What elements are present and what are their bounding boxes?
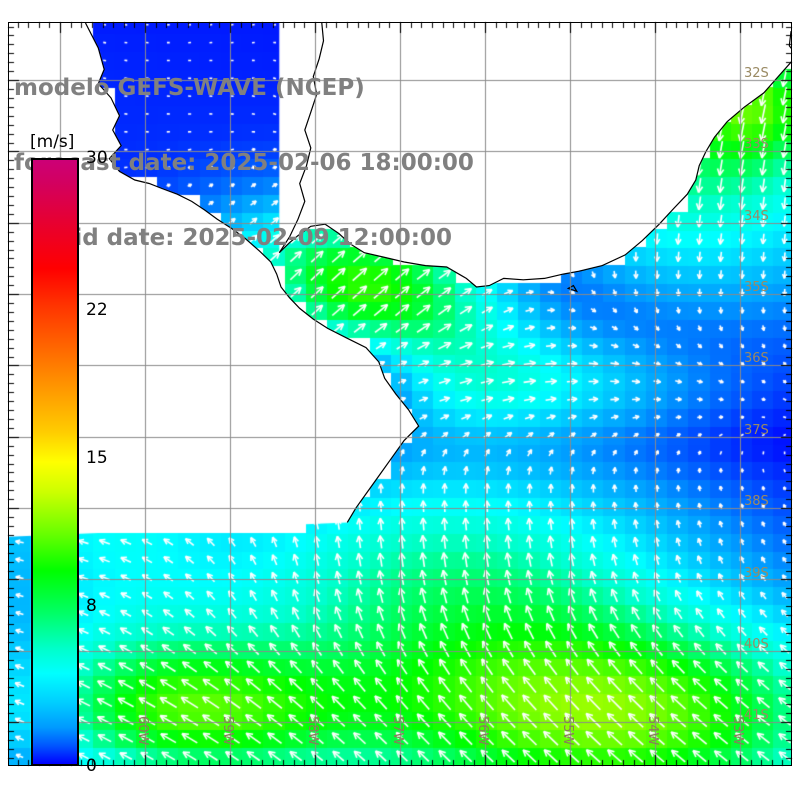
- lon-tick-label: 58W: [305, 716, 320, 746]
- lon-tick-label: 59W: [220, 716, 235, 746]
- colorbar-tick-label: 30: [86, 148, 108, 168]
- lat-tick-label: 33S: [744, 137, 769, 153]
- colorbar-tick-label: 8: [86, 595, 97, 616]
- colorbar-unit-label: [m/s]: [30, 132, 75, 152]
- lat-tick-label: 35S: [744, 280, 769, 296]
- colorbar-tick-label: 22: [86, 300, 108, 320]
- colorbar-gradient: [31, 158, 79, 766]
- lon-tick-label: 60W: [135, 716, 150, 746]
- lat-tick-label: 38S: [744, 494, 769, 510]
- lon-tick-label: 55W: [560, 716, 575, 746]
- lat-tick-label: 39S: [744, 565, 769, 581]
- colorbar-tick-label: 15: [86, 447, 108, 468]
- lat-tick-label: 37S: [744, 422, 769, 438]
- lon-tick-label: 54W: [645, 716, 660, 746]
- graticule-grid: [9, 23, 791, 765]
- lon-tick-label: 53W: [730, 716, 745, 746]
- lat-tick-label: 34S: [744, 208, 769, 224]
- lon-tick-label: 57W: [390, 716, 405, 746]
- lon-tick-label: 56W: [475, 716, 490, 746]
- lat-tick-label: 32S: [744, 66, 769, 82]
- colorbar[interactable]: [31, 158, 79, 766]
- lat-tick-label: 36S: [744, 351, 769, 367]
- lat-tick-label: 41S: [744, 708, 769, 724]
- colorbar-tick-label: 0: [86, 756, 97, 776]
- lat-tick-label: 40S: [744, 636, 769, 652]
- map-plot-frame[interactable]: [8, 22, 792, 766]
